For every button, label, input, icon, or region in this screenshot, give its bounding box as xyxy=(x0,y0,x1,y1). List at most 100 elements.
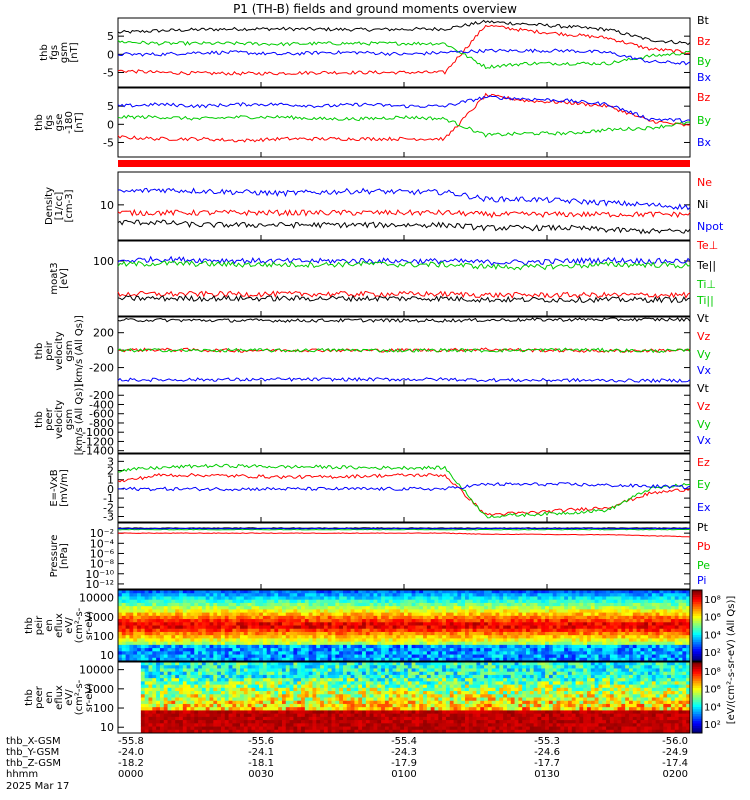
legend-entry: Te⊥ xyxy=(696,239,718,252)
y-tick-label: 10000 xyxy=(79,592,114,605)
y-tick-label: 1000 xyxy=(86,611,114,624)
y-tick-label: 0 xyxy=(107,483,114,496)
footer-row-label: hhmm xyxy=(6,769,38,780)
y-tick-label: -200 xyxy=(89,389,114,402)
y-tick-label: -5 xyxy=(103,136,114,149)
y-axis-label: [nT] xyxy=(74,112,85,132)
footer-z-value: -18.1 xyxy=(248,758,274,769)
y-tick-label: 100 xyxy=(93,255,114,268)
colorbar-label: 10⁸ xyxy=(704,595,721,606)
panel-temperature: 100 moat3 [eV] Te⊥ Te|| Ti⊥ Ti|| xyxy=(49,239,718,317)
y-axis-label: peer xyxy=(44,407,55,431)
footer-time-value: 0200 xyxy=(663,769,688,780)
y-tick-label: -2 xyxy=(103,501,114,514)
series-Ti|| xyxy=(117,255,691,266)
series-Ez xyxy=(117,472,691,516)
y-axis-label: Density xyxy=(44,187,55,225)
colorbar-label: 10² xyxy=(704,648,721,659)
colorbar-label: 10⁸ xyxy=(704,667,721,678)
y-tick-label: 3 xyxy=(107,455,114,468)
y-tick-label: 10⁻¹⁰ xyxy=(85,568,114,581)
footer-y-value: -24.9 xyxy=(662,747,688,758)
legend-entry: Pe xyxy=(697,559,710,572)
y-tick-label: -1 xyxy=(103,492,114,505)
y-axis-label: peer xyxy=(34,685,45,709)
y-axis-label: thb xyxy=(34,343,45,360)
y-axis-label: eflux xyxy=(54,685,65,710)
y-axis-label: gsm xyxy=(64,340,75,361)
footer-z-value: -17.9 xyxy=(391,758,417,769)
y-tick-label: 1000 xyxy=(86,683,114,696)
y-tick-label: 10⁻⁶ xyxy=(90,547,115,560)
footer-y-value: -24.1 xyxy=(248,747,274,758)
panel-frame xyxy=(117,589,691,662)
series-Ti⊥ xyxy=(117,260,691,271)
colorbar: 10⁸ 10⁶ 10⁴ 10² xyxy=(691,661,721,734)
footer-row-label: thb_X-GSM xyxy=(6,736,61,747)
footer-z-value: -18.2 xyxy=(118,758,144,769)
y-tick-label: -1200 xyxy=(82,435,114,448)
y-tick-label: -400 xyxy=(89,398,114,411)
footer-x-value: -55.3 xyxy=(534,736,560,747)
series-Ey xyxy=(117,463,691,519)
y-tick-label: 10 xyxy=(100,721,114,734)
y-tick-label: 100 xyxy=(93,630,114,643)
y-axis-label: fgs xyxy=(44,115,55,130)
y-tick-label: 10⁻⁴ xyxy=(90,537,115,550)
y-tick-label: 200 xyxy=(93,327,114,340)
y-tick-label: 0 xyxy=(107,118,114,131)
footer-y-value: -24.0 xyxy=(118,747,144,758)
y-axis-label: gse xyxy=(54,114,65,132)
footer-row-label: 2025 Mar 17 xyxy=(6,781,69,792)
footer-x-value: -56.0 xyxy=(662,736,688,747)
y-tick-label: -1400 xyxy=(82,445,114,458)
y-tick-label: 10⁻¹² xyxy=(85,578,114,591)
y-tick-label: 0 xyxy=(107,48,114,61)
y-axis-label: [km/s (All Qs)] xyxy=(74,384,85,456)
footer-time-value: 0000 xyxy=(118,769,143,780)
y-tick-label: 10 xyxy=(100,199,114,212)
series-By xyxy=(117,39,691,70)
y-axis-label: fgs xyxy=(49,45,60,60)
legend-entry: Pb xyxy=(697,540,711,553)
spectrogram-cells xyxy=(118,590,691,662)
footer-z-value: -17.7 xyxy=(534,758,560,769)
y-axis-label: [nPa] xyxy=(59,543,70,569)
series-Pe xyxy=(117,528,691,531)
y-axis-label: gsm xyxy=(64,409,75,430)
spectrogram-cells xyxy=(140,662,691,734)
colorbar-unit-label: [eV/(cm²-s-sr-eV) (All Qs)] xyxy=(726,596,737,725)
y-axis-label: [cm-3] xyxy=(64,189,75,222)
y-tick-label: 100 xyxy=(93,702,114,715)
legend-entry: Te|| xyxy=(696,259,716,272)
legend-entry: Vz xyxy=(697,330,711,343)
legend-entry: Vx xyxy=(697,364,712,377)
legend-entry: Ti⊥ xyxy=(696,278,716,291)
y-axis-label: Pressure xyxy=(49,535,60,578)
panel-density: 10 Density [1/cc] [cm-3] Ne Ni Npot xyxy=(44,171,724,241)
series-Ni xyxy=(117,208,691,219)
footer-time-value: 0130 xyxy=(534,769,559,780)
panel-frame xyxy=(117,87,691,158)
footer-row-label: thb_Y-GSM xyxy=(6,747,59,758)
y-tick-label: -3 xyxy=(103,510,114,523)
panel-frame xyxy=(117,240,691,317)
legend-entry: Pi xyxy=(697,574,706,587)
colorbar-label: 10⁶ xyxy=(704,685,721,696)
panel-peir_spectrogram: 10000 1000 100 10 thb peir en eflux eV/(cm²-s-sr… xyxy=(24,589,721,662)
y-axis-label: [1/cc] xyxy=(54,192,65,221)
y-axis-label: peir xyxy=(34,615,45,635)
series-Bx xyxy=(117,48,691,66)
y-axis-label: (cm²-s- xyxy=(74,607,85,643)
y-axis-label: [nT] xyxy=(69,42,80,62)
legend-entry: Bt xyxy=(697,14,710,27)
series-Npot xyxy=(117,219,691,235)
y-axis-label: E=-VxB xyxy=(49,469,60,506)
y-axis-label: en xyxy=(44,691,55,704)
y-tick-label: 1 xyxy=(107,474,114,487)
legend-entry: Vy xyxy=(697,418,711,431)
y-axis-label: thb xyxy=(24,689,35,706)
series-Bz xyxy=(117,24,691,76)
panel-frame xyxy=(117,661,691,734)
